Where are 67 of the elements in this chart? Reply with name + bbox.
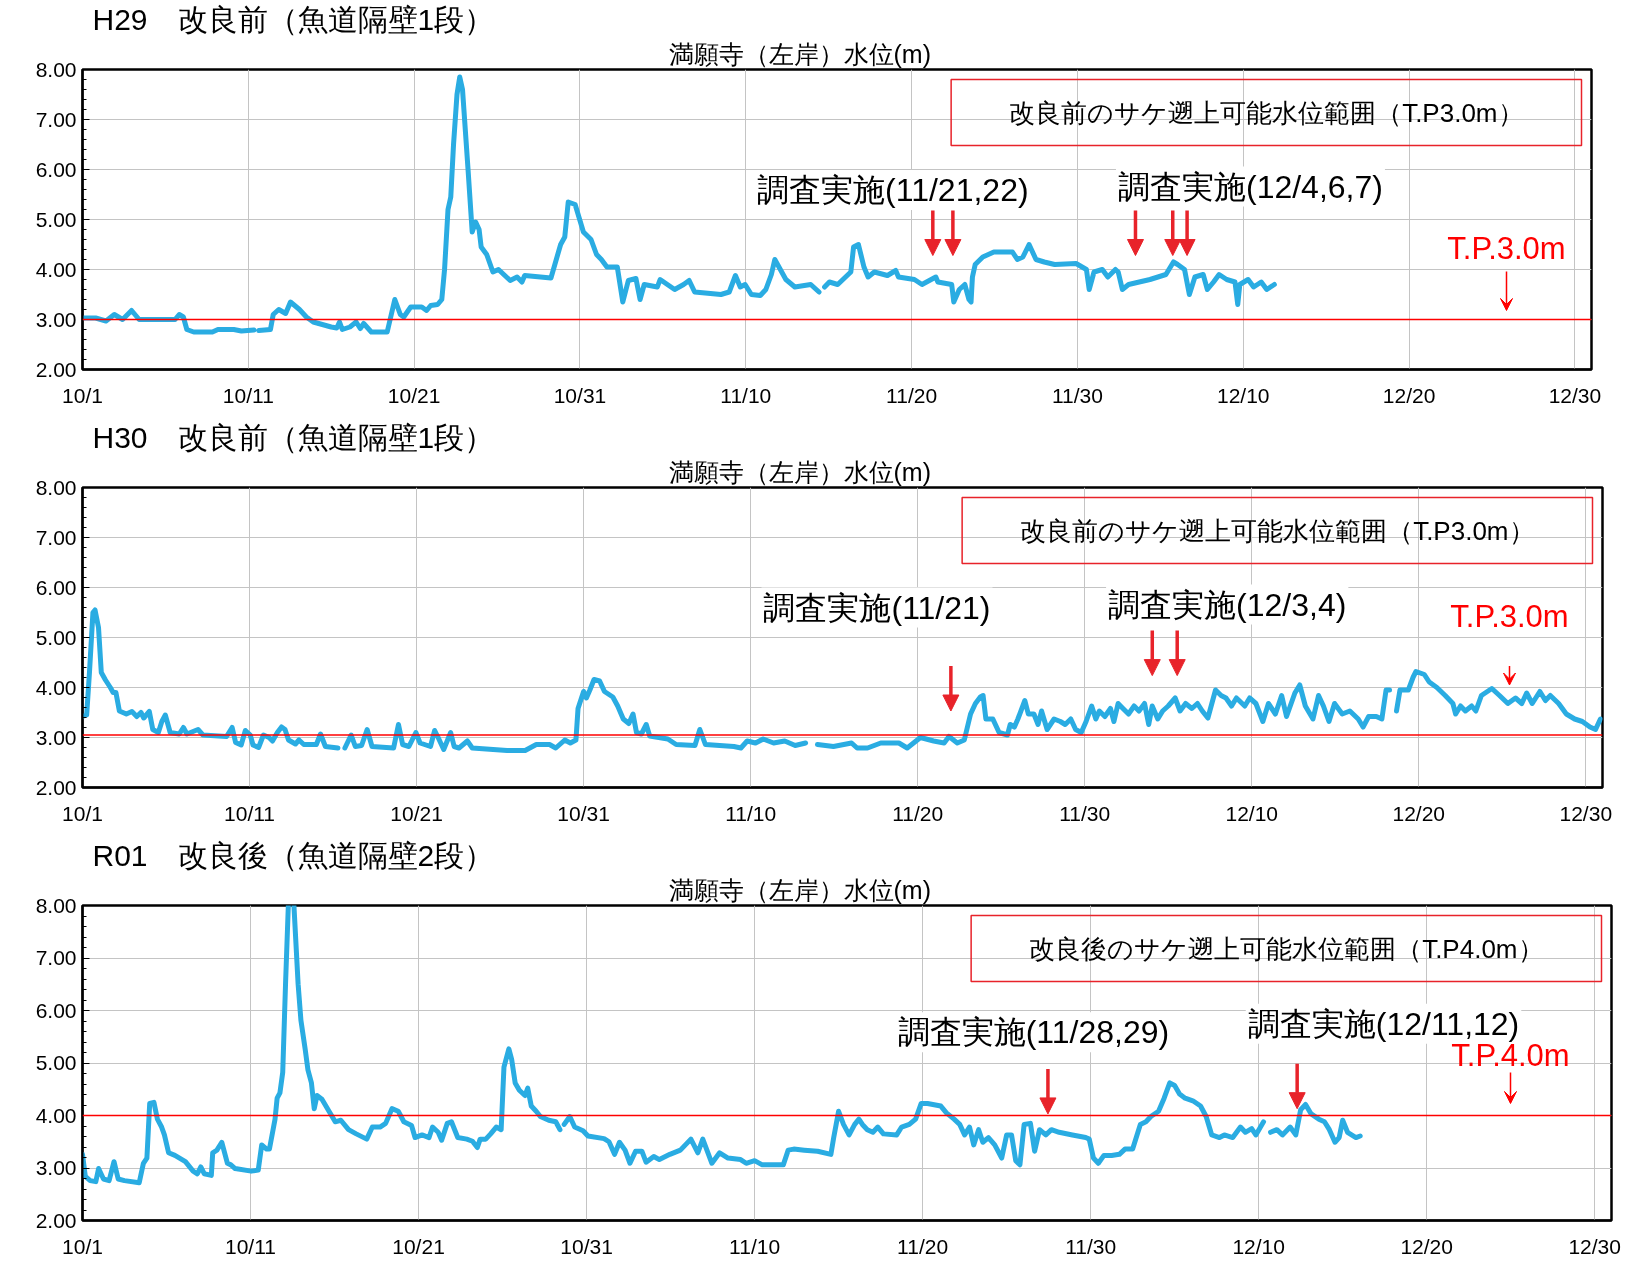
x-tick-label: 11/30 xyxy=(1065,1234,1117,1258)
x-tick-label: 10/31 xyxy=(557,801,610,825)
x-tick-label: 10/11 xyxy=(225,1234,277,1258)
x-tick-label: 10/1 xyxy=(62,383,103,407)
y-tick-label: 7.00 xyxy=(35,107,77,131)
x-tick-label: 11/10 xyxy=(725,801,777,825)
x-tick-label: 11/30 xyxy=(1059,801,1111,825)
y-tick-label: 3.00 xyxy=(35,1156,77,1179)
x-tick-label: 10/11 xyxy=(224,801,276,825)
x-tick-label: 10/11 xyxy=(222,383,274,407)
y-tick-label: 8.00 xyxy=(35,893,77,917)
x-tick-label: 12/30 xyxy=(1559,801,1613,825)
x-tick-label: 11/20 xyxy=(897,1234,949,1258)
chart-title: R01 改良後（魚道隔壁2段） xyxy=(92,838,495,872)
x-tick-label: 10/21 xyxy=(387,383,441,407)
x-tick-label: 10/21 xyxy=(392,1234,445,1258)
annotation: 調査実施(12/3,4) xyxy=(1108,586,1347,623)
x-tick-label: 12/20 xyxy=(1400,1234,1453,1258)
chart-subtitle: 満願寺（左岸）水位(m) xyxy=(668,39,931,68)
y-tick-label: 6.00 xyxy=(35,998,77,1022)
x-tick-label: 10/1 xyxy=(62,1234,103,1258)
y-tick-label: 4.00 xyxy=(35,1103,77,1127)
x-tick-label: 10/21 xyxy=(390,801,443,825)
annotation: 調査実施(11/28,29) xyxy=(897,1014,1170,1051)
y-tick-label: 7.00 xyxy=(35,525,77,549)
y-tick-label: 2.00 xyxy=(35,775,77,799)
x-tick-label: 10/31 xyxy=(560,1234,613,1258)
ref-line-label: T.P.3.0m xyxy=(1450,599,1569,634)
y-tick-label: 5.00 xyxy=(35,207,77,231)
x-tick-label: 12/30 xyxy=(1568,1234,1621,1258)
chart-subtitle: 満願寺（左岸）水位(m) xyxy=(668,875,931,904)
x-tick-label: 11/10 xyxy=(720,383,772,407)
x-tick-label: 10/31 xyxy=(553,383,607,407)
x-tick-label: 11/10 xyxy=(729,1234,781,1258)
annotation: 改良前のサケ遡上可能水位範囲（T.P3.0m） xyxy=(1009,97,1524,128)
y-tick-label: 3.00 xyxy=(35,725,77,749)
x-tick-label: 12/10 xyxy=(1225,801,1279,825)
x-tick-label: 12/10 xyxy=(1216,383,1270,407)
y-tick-label: 7.00 xyxy=(35,946,77,969)
y-tick-label: 5.00 xyxy=(35,1051,77,1074)
y-tick-label: 8.00 xyxy=(35,57,77,81)
annotation: 改良後のサケ遡上可能水位範囲（T.P4.0m） xyxy=(1029,933,1544,964)
chart-subtitle: 満願寺（左岸）水位(m) xyxy=(668,457,931,486)
x-tick-label: 12/10 xyxy=(1232,1234,1285,1258)
y-tick-label: 6.00 xyxy=(35,157,77,181)
annotation: 調査実施(12/4,6,7) xyxy=(1117,168,1383,205)
annotation: 調査実施(11/21) xyxy=(763,589,991,626)
annotation: 調査実施(11/21,22) xyxy=(757,172,1029,209)
x-tick-label: 10/1 xyxy=(62,801,103,825)
chart-title: H29 改良前（魚道隔壁1段） xyxy=(92,2,495,36)
y-tick-label: 8.00 xyxy=(35,475,77,499)
chart-title: H30 改良前（魚道隔壁1段） xyxy=(92,420,495,454)
y-tick-label: 6.00 xyxy=(35,575,77,599)
y-tick-label: 5.00 xyxy=(35,625,77,649)
y-tick-label: 2.00 xyxy=(35,1208,77,1232)
y-tick-label: 4.00 xyxy=(35,257,77,281)
x-tick-label: 12/20 xyxy=(1392,801,1446,825)
y-tick-label: 4.00 xyxy=(35,675,77,699)
y-tick-label: 2.00 xyxy=(35,357,77,381)
x-tick-label: 12/30 xyxy=(1548,383,1602,407)
x-tick-label: 11/20 xyxy=(886,383,938,407)
ref-line-label: T.P.3.0m xyxy=(1447,230,1566,266)
x-tick-label: 11/30 xyxy=(1051,383,1103,407)
x-tick-label: 12/20 xyxy=(1382,383,1436,407)
x-tick-label: 11/20 xyxy=(892,801,944,825)
annotation: 改良前のサケ遡上可能水位範囲（T.P3.0m） xyxy=(1020,515,1535,546)
y-tick-label: 3.00 xyxy=(35,307,77,331)
